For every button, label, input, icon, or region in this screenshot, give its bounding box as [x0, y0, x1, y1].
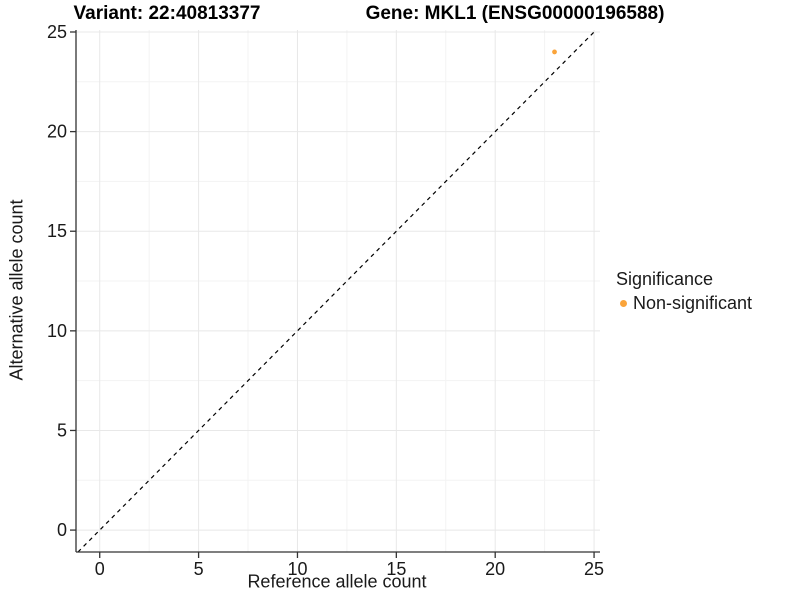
legend-item-non-significant: Non-significant	[616, 291, 752, 315]
legend-title: Significance	[616, 269, 714, 289]
y-tick-label: 10	[47, 321, 67, 341]
x-tick-label: 5	[194, 559, 204, 579]
plot-title-gene: Gene: MKL1 (ENSG00000196588)	[365, 3, 665, 24]
x-tick-label: 10	[287, 559, 307, 579]
y-tick-label: 5	[57, 420, 67, 440]
y-tick-label: 0	[57, 520, 67, 540]
x-axis-title: Reference allele count	[247, 571, 427, 592]
x-tick-label: 25	[584, 559, 604, 579]
legend-item-label: Non-significant	[633, 292, 753, 313]
panel-background	[76, 30, 600, 552]
data-point	[552, 49, 557, 55]
y-axis-title: Alternative allele count	[6, 199, 27, 381]
y-tick-label: 25	[47, 22, 67, 42]
legend-point-icon	[620, 299, 627, 307]
x-tick-label: 0	[95, 559, 105, 579]
identity-line	[77, 29, 597, 553]
y-tick-label: 20	[47, 122, 67, 142]
x-tick-label: 15	[386, 559, 406, 579]
x-tick-label: 20	[485, 559, 505, 579]
y-tick-label: 15	[47, 221, 67, 241]
legend: Significance Non-significant	[616, 268, 752, 315]
plot-title-variant: Variant: 22:40813377	[73, 3, 261, 24]
